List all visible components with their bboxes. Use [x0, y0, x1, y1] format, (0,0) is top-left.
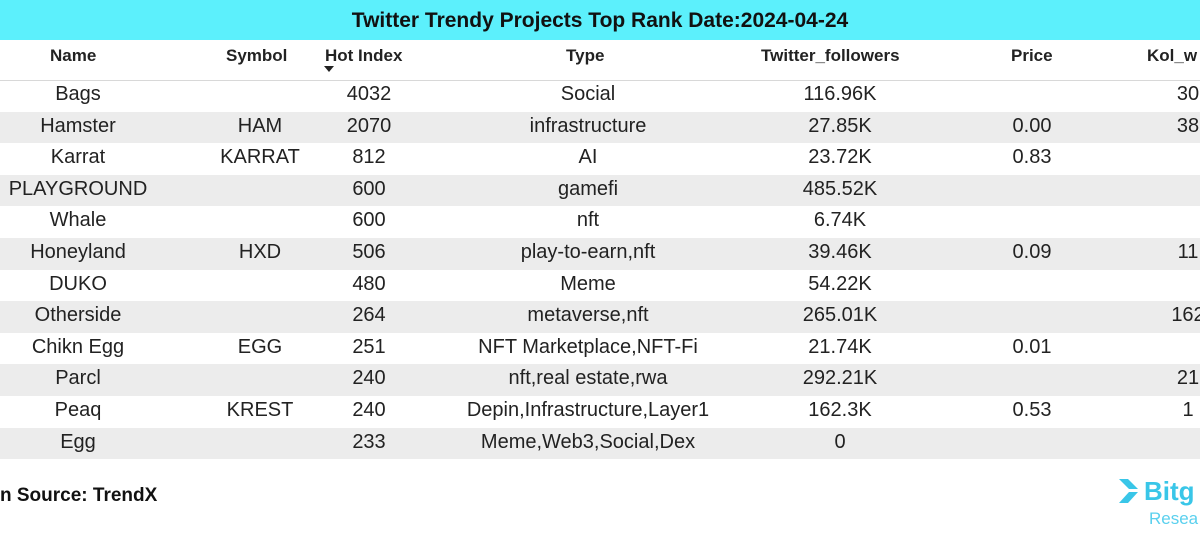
cell-name: DUKO [49, 272, 107, 295]
cell-kol: 162 [1171, 304, 1200, 327]
cell-twitter-followers: 162.3K [808, 398, 872, 421]
cell-name: Chikn Egg [31, 335, 125, 358]
table-header: Name Symbol Hot Index Type Twitter_follo… [0, 40, 1200, 81]
cell-price: 0.09 [1012, 240, 1052, 263]
cell-symbol: HXD [238, 240, 282, 263]
cell-type: Depin,Infrastructure,Layer1 [466, 398, 710, 421]
cell-type: nft [576, 209, 600, 232]
cell-symbol: KREST [226, 398, 294, 421]
column-header-twitter-followers[interactable]: Twitter_followers [761, 46, 900, 65]
cell-twitter-followers: 292.21K [802, 367, 878, 390]
cell-type: metaverse,nft [527, 304, 649, 327]
column-header-name[interactable]: Name [50, 46, 97, 65]
cell-name: Hamster [40, 114, 116, 137]
logo-brand-text: Bitg [1144, 476, 1195, 506]
table-title: Twitter Trendy Projects Top Rank Date:20… [0, 0, 1200, 40]
cell-symbol: HAM [237, 114, 283, 137]
column-header-type[interactable]: Type [566, 46, 605, 65]
cell-name: Peaq [54, 398, 102, 421]
logo-icon [1119, 479, 1138, 503]
cell-twitter-followers: 23.72K [808, 146, 872, 169]
cell-type: Social [560, 83, 616, 105]
cell-type: AI [578, 146, 598, 169]
cell-price: 0.83 [1012, 146, 1052, 169]
cell-kol: 38 [1176, 114, 1200, 137]
table-row: PLAYGROUND 600 gamefi 485.52K [0, 174, 1200, 207]
cell-name: Otherside [34, 304, 122, 327]
table-row: Karrat KARRAT 812 AI 23.72K 0.83 [0, 143, 1200, 175]
cell-twitter-followers: 116.96K [803, 83, 877, 105]
column-header-symbol[interactable]: Symbol [226, 46, 288, 65]
table-row: Bags 4032 Social 116.96K 30 [0, 80, 1200, 112]
cell-name: Karrat [50, 146, 106, 169]
cell-name: Whale [49, 209, 107, 232]
column-header-price[interactable]: Price [1011, 46, 1053, 65]
cell-symbol: KARRAT [220, 146, 300, 169]
cell-type: NFT Marketplace,NFT-Fi [478, 335, 698, 358]
cell-hot-index: 506 [352, 240, 386, 263]
cell-name: Honeyland [30, 240, 126, 263]
cell-twitter-followers: 485.52K [802, 177, 878, 200]
cell-kol: 21 [1176, 367, 1200, 390]
cell-type: play-to-earn,nft [520, 240, 656, 263]
table-row: Peaq KREST 240 Depin,Infrastructure,Layer1 1… [0, 396, 1200, 428]
table-row: Parcl 240 nft,real estate,rwa 292.21K 21 [0, 364, 1200, 396]
column-header-kol[interactable]: Kol_w [1147, 46, 1198, 65]
table-row: Honeyland HXD 506 play-to-earn,nft 39.46K 0.0… [0, 237, 1200, 270]
logo-sub-text: Resea [1149, 509, 1199, 528]
cell-hot-index: 240 [352, 398, 386, 421]
cell-twitter-followers: 21.74K [808, 335, 872, 358]
cell-type: Meme,Web3,Social,Dex [480, 430, 696, 453]
cell-kol: 30 [1176, 83, 1200, 105]
cell-kol: 11 [1177, 240, 1199, 263]
cell-type: Meme [560, 272, 616, 295]
cell-twitter-followers: 54.22K [808, 272, 872, 295]
cell-name: PLAYGROUND [8, 177, 148, 200]
column-header-hot-index[interactable]: Hot Index [325, 46, 403, 65]
cell-type: infrastructure [529, 114, 647, 137]
cell-price: 0.01 [1012, 335, 1052, 358]
bitget-research-logo: Bitg Resea [1116, 474, 1200, 534]
cell-hot-index: 600 [352, 177, 386, 200]
table-row: Chikn Egg EGG 251 NFT Marketplace,NFT-Fi 21.… [0, 333, 1200, 365]
cell-twitter-followers: 6.74K [813, 209, 867, 232]
cell-hot-index: 240 [352, 367, 386, 390]
cell-twitter-followers: 0 [834, 430, 846, 453]
table-body: Bags 4032 Social 116.96K 30 Hamster HAM 2070 inf… [0, 80, 1200, 460]
cell-hot-index: 251 [352, 335, 386, 358]
cell-hot-index: 2070 [346, 114, 392, 137]
cell-name: Egg [60, 430, 96, 453]
cell-hot-index: 4032 [346, 83, 392, 105]
cell-hot-index: 600 [352, 209, 386, 232]
table-row: Otherside 264 metaverse,nft 265.01K 162 [0, 301, 1200, 333]
cell-type: gamefi [557, 177, 619, 200]
cell-hot-index: 812 [352, 146, 386, 169]
cell-name: Parcl [55, 367, 101, 390]
table-row: Hamster HAM 2070 infrastructure 27.85K 0.00 38 [0, 111, 1200, 144]
cell-type: nft,real estate,rwa [508, 367, 668, 390]
table-row: DUKO 480 Meme 54.22K [0, 270, 1200, 302]
cell-kol: 1 [1182, 398, 1194, 421]
cell-symbol: EGG [237, 335, 283, 358]
cell-twitter-followers: 265.01K [802, 304, 878, 327]
cell-hot-index: 480 [352, 272, 386, 295]
cell-hot-index: 233 [352, 430, 386, 453]
cell-name: Bags [55, 83, 101, 105]
data-source-note: n Source: TrendX [0, 485, 158, 506]
cell-price: 0.53 [1012, 398, 1052, 421]
cell-twitter-followers: 27.85K [808, 114, 872, 137]
cell-twitter-followers: 39.46K [808, 240, 872, 263]
cell-hot-index: 264 [352, 304, 386, 327]
table-row: Egg 233 Meme,Web3,Social,Dex 0 [0, 427, 1200, 460]
sort-descending-icon[interactable] [324, 66, 334, 72]
cell-price: 0.00 [1012, 114, 1052, 137]
table-row: Whale 600 nft 6.74K [0, 206, 1200, 238]
